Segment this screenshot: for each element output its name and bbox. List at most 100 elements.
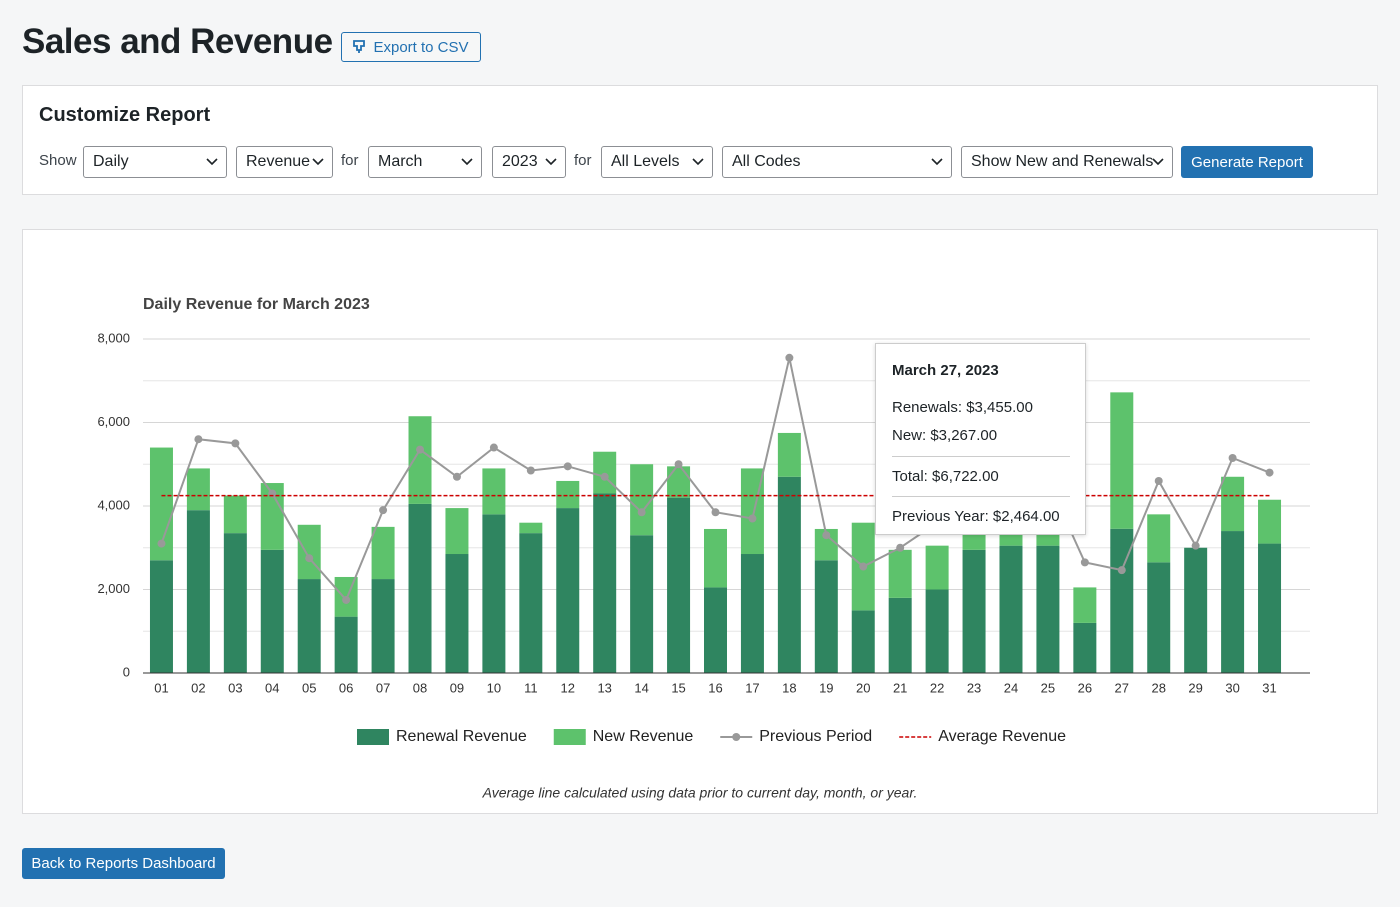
bar-segment bbox=[260, 549, 284, 673]
year-select[interactable]: 2023 bbox=[492, 146, 566, 178]
bar-segment bbox=[223, 533, 247, 673]
line-point bbox=[785, 353, 794, 362]
for-label: for bbox=[341, 152, 359, 169]
line-point bbox=[1265, 468, 1274, 477]
line-point bbox=[748, 514, 757, 523]
y-tick-label: 0 bbox=[123, 664, 130, 679]
type-select[interactable]: Show New and Renewals bbox=[961, 146, 1173, 178]
x-tick-label: 26 bbox=[1078, 680, 1092, 695]
bar-segment bbox=[888, 549, 912, 598]
bar-segment bbox=[1221, 531, 1245, 673]
period-select[interactable]: Daily bbox=[83, 146, 227, 178]
export-button[interactable]: Export to CSV bbox=[341, 32, 481, 62]
select-value: March bbox=[378, 153, 423, 170]
line-point bbox=[1117, 566, 1126, 575]
y-tick-label: 6,000 bbox=[97, 414, 130, 429]
month-select[interactable]: March bbox=[368, 146, 482, 178]
bar-segment bbox=[223, 495, 247, 534]
tooltip-separator bbox=[892, 496, 1070, 497]
line-point bbox=[1191, 541, 1200, 550]
code-select[interactable]: All Codes bbox=[722, 146, 952, 178]
chart-note: Average line calculated using data prior… bbox=[482, 785, 918, 801]
select-value: 2023 bbox=[502, 153, 538, 170]
generate-button[interactable]: Generate Report bbox=[1181, 146, 1313, 178]
line-point bbox=[563, 462, 572, 471]
button-label: Back to Reports Dashboard bbox=[31, 855, 216, 872]
x-tick-label: 02 bbox=[191, 680, 205, 695]
x-tick-label: 23 bbox=[967, 680, 981, 695]
line-point bbox=[157, 539, 166, 548]
bar-segment bbox=[593, 493, 617, 673]
bar-segment bbox=[777, 476, 801, 673]
line-point bbox=[452, 472, 461, 481]
bar-segment bbox=[704, 528, 727, 588]
bar-segment bbox=[630, 464, 654, 536]
bar-segment bbox=[556, 508, 580, 673]
select-value: All Levels bbox=[611, 153, 680, 170]
bar-segment bbox=[334, 616, 358, 673]
bar-segment bbox=[149, 560, 173, 673]
x-tick-label: 13 bbox=[597, 680, 611, 695]
tooltip-line: New: $3,267.00 bbox=[892, 427, 998, 444]
chevron bbox=[206, 158, 218, 166]
line-point bbox=[711, 508, 720, 517]
legend-label: Previous Period bbox=[759, 728, 872, 745]
bar-segment bbox=[925, 545, 949, 590]
bar-segment bbox=[149, 447, 173, 561]
bar-segment bbox=[1073, 587, 1097, 623]
x-tick-label: 31 bbox=[1262, 680, 1276, 695]
line-point bbox=[600, 472, 609, 481]
bar-segment bbox=[482, 514, 506, 673]
bar-segment bbox=[260, 483, 284, 550]
x-tick-label: 30 bbox=[1225, 680, 1239, 695]
line-point bbox=[1154, 476, 1163, 485]
bar-segment bbox=[186, 510, 210, 673]
legend-swatch bbox=[357, 729, 389, 745]
line-point bbox=[489, 443, 498, 452]
x-tick-label: 04 bbox=[265, 680, 279, 695]
bar-segment bbox=[371, 579, 395, 673]
bar-segment bbox=[851, 610, 875, 673]
bar-segment bbox=[1147, 514, 1171, 563]
bar-segment bbox=[630, 535, 654, 673]
y-tick-label: 8,000 bbox=[97, 330, 130, 345]
bar-segment bbox=[888, 597, 912, 673]
bar-segment bbox=[777, 432, 801, 477]
button-label: Generate Report bbox=[1191, 153, 1303, 171]
bar-segment bbox=[667, 466, 691, 498]
bar-segment bbox=[999, 545, 1023, 673]
bar-segment bbox=[1110, 392, 1134, 529]
bar-segment bbox=[408, 503, 432, 673]
x-tick-label: 24 bbox=[1004, 680, 1018, 695]
bar-segment bbox=[556, 480, 580, 509]
line-point bbox=[342, 595, 351, 604]
x-tick-label: 08 bbox=[413, 680, 427, 695]
legend-label: Renewal Revenue bbox=[396, 728, 527, 745]
export-icon bbox=[353, 40, 366, 53]
x-tick-label: 11 bbox=[524, 680, 538, 695]
chart-title: Daily Revenue for March 2023 bbox=[143, 296, 370, 313]
x-tick-label: 19 bbox=[819, 680, 833, 695]
metric-select[interactable]: Revenue bbox=[236, 146, 333, 178]
bar-segment bbox=[1073, 622, 1097, 673]
export-label: Export to CSV bbox=[373, 38, 469, 56]
chart: Daily Revenue for March 2023 Average lin… bbox=[97, 296, 1310, 801]
x-tick-label: 25 bbox=[1041, 680, 1055, 695]
line-point bbox=[822, 531, 831, 540]
bar-segment bbox=[519, 533, 543, 673]
line-point bbox=[637, 508, 646, 517]
chevron bbox=[312, 158, 324, 166]
chevron bbox=[692, 158, 704, 166]
bar-segment bbox=[814, 528, 838, 561]
bar-segment bbox=[445, 508, 469, 555]
x-tick-label: 09 bbox=[450, 680, 464, 695]
bar-segment bbox=[482, 468, 506, 515]
back-button[interactable]: Back to Reports Dashboard bbox=[22, 848, 225, 879]
bar-segment bbox=[962, 533, 986, 550]
tooltip-line: Renewals: $3,455.00 bbox=[892, 399, 1033, 416]
chevron bbox=[545, 158, 557, 166]
x-tick-label: 12 bbox=[561, 680, 575, 695]
line-point bbox=[896, 543, 905, 552]
level-select[interactable]: All Levels bbox=[601, 146, 713, 178]
